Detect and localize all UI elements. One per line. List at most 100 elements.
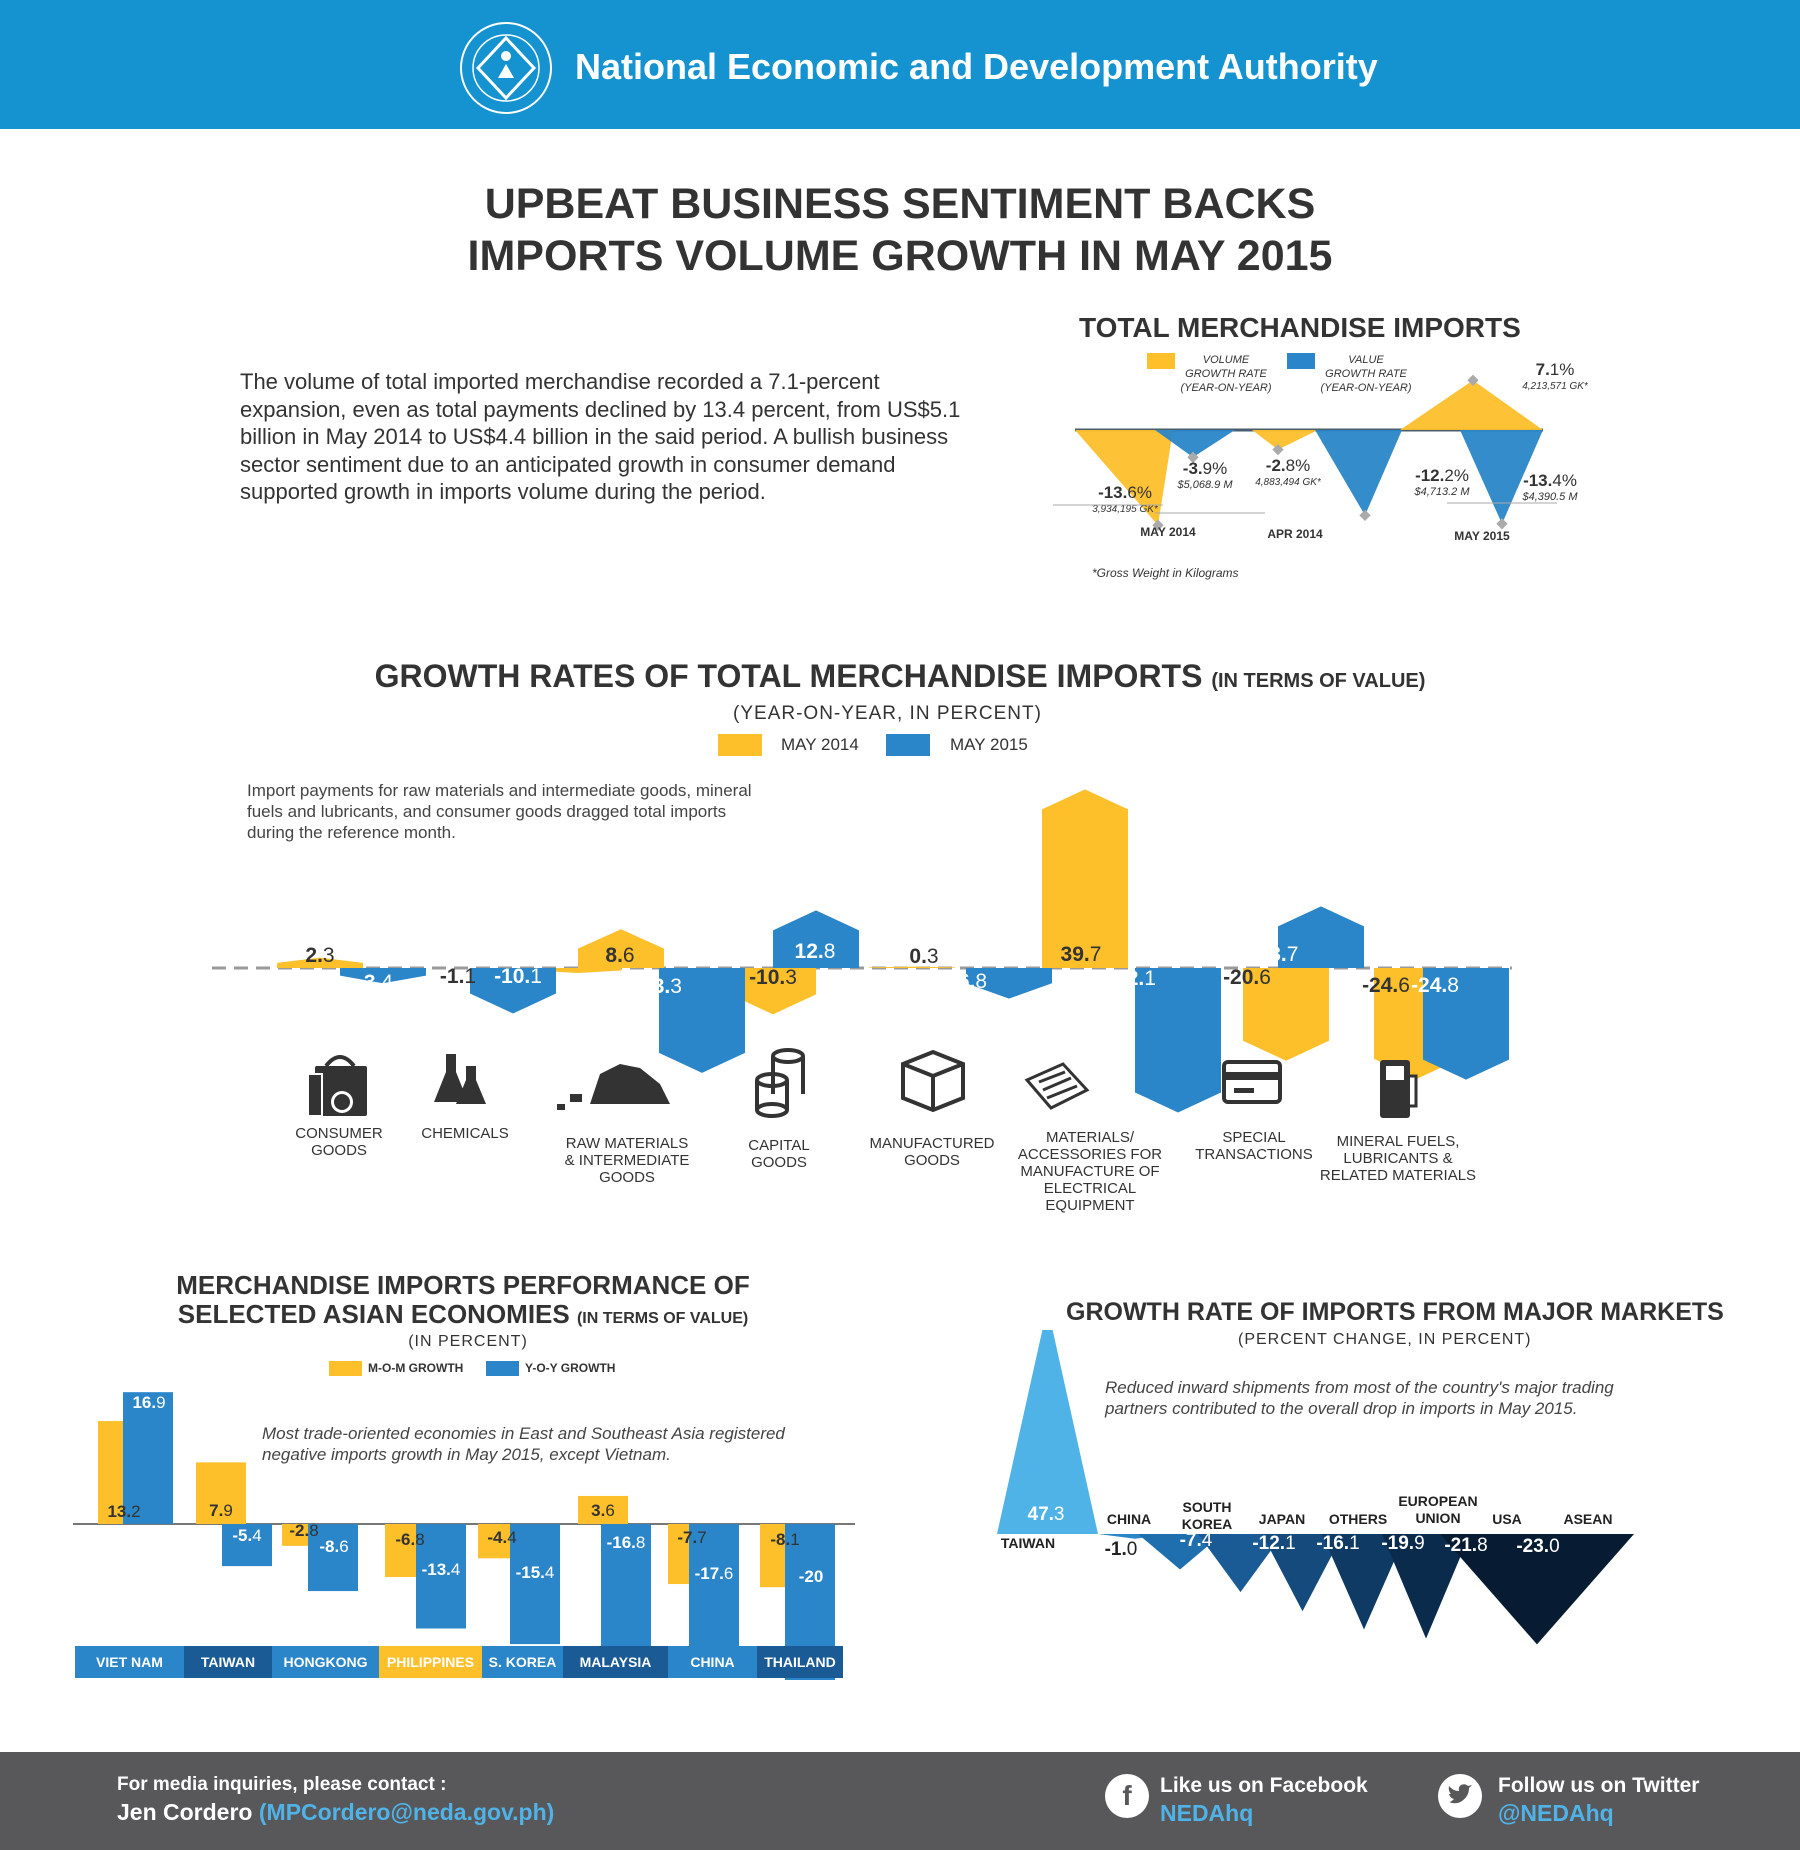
coal-pile-icon	[557, 1064, 670, 1110]
market-triangle-3	[1198, 1534, 1283, 1593]
market-name-1-0: CHINA	[1107, 1511, 1151, 1527]
category-label-5-2: MANUFACTURE OF	[1020, 1163, 1159, 1180]
growth-rates-note: Import payments for raw materials and in…	[247, 781, 752, 842]
value-pct-dec-2: 4%	[1552, 471, 1577, 490]
label-yoy-3-int: -13.	[422, 1560, 451, 1579]
label-may-2015-6-dec: 7	[1287, 943, 1299, 966]
growth-rates-title-suffix: (IN TERMS OF VALUE)	[1211, 670, 1426, 692]
contact-email-link[interactable]: (MPCordero@neda.gov.ph)	[258, 1799, 555, 1825]
label-may-2014-3-int: -10.	[749, 966, 785, 989]
market-value-label-4-dec: 1	[1349, 1533, 1360, 1554]
volume-pct-dec-2: 1%	[1550, 360, 1575, 379]
bar-may-2015-2	[659, 968, 745, 1073]
label-may-2015-0-dec: 4	[381, 971, 393, 994]
category-label-2-2: GOODS	[599, 1169, 655, 1186]
org-name: National Economic and Development Author…	[575, 46, 1378, 87]
facebook-handle-link[interactable]: NEDAhq	[1160, 1800, 1254, 1826]
label-may-2014-7: -24.6	[1362, 974, 1410, 997]
legend-volume-line-2: GROWTH RATE	[1185, 368, 1267, 380]
label-mom-0: 13.2	[107, 1502, 140, 1521]
label-yoy-6-int: -17.	[695, 1564, 724, 1583]
legend-volume-line-3: (YEAR-ON-YEAR)	[1180, 382, 1272, 394]
bar-mom-1	[196, 1462, 246, 1524]
label-may-2015-7: -24.8	[1411, 974, 1459, 997]
value-pct-dec-1: 2%	[1444, 466, 1469, 485]
bar-may-2014-4	[869, 966, 955, 968]
bar-yoy-2	[308, 1524, 358, 1592]
bar-yoy-1	[222, 1524, 272, 1567]
value-triangle-2	[1460, 430, 1543, 524]
neda-seal-icon	[460, 22, 552, 114]
bar-may-2015-1	[470, 968, 556, 1014]
period-label-1: APR 2014	[1267, 527, 1323, 541]
category-label-7-1: LUBRICANTS &	[1343, 1150, 1452, 1167]
twitter-icon[interactable]	[1438, 1774, 1482, 1818]
label-yoy-6: -17.6	[695, 1564, 734, 1583]
label-may-2014-6: -20.6	[1223, 966, 1271, 989]
volume-tip-marker-0	[1152, 519, 1164, 531]
category-label-5-1: ACCESSORIES FOR	[1018, 1146, 1162, 1163]
header-bar	[0, 0, 1800, 129]
bar-yoy-4	[510, 1524, 560, 1645]
label-may-2015-2: -23.3	[634, 975, 682, 998]
label-may-2015-5-dec: 1	[1144, 967, 1156, 990]
bar-may-2014-1	[535, 968, 621, 973]
market-triangle-7	[1440, 1534, 1634, 1645]
market-value-label-5: -19.9	[1381, 1533, 1424, 1554]
market-name-2-0: SOUTH	[1183, 1499, 1232, 1515]
label-yoy-0-dec: 9	[156, 1393, 165, 1412]
country-label-hongkong: HONGKONG	[272, 1646, 379, 1678]
value-pct-label-2: -13.4%	[1523, 471, 1577, 490]
bar-yoy-6	[689, 1524, 739, 1662]
label-may-2014-1-dec: 1	[464, 965, 476, 988]
label-may-2014-5-int: 39.	[1061, 943, 1090, 966]
market-value-label-2-int: -7.	[1180, 1530, 1202, 1551]
total-imports-title: TOTAL MERCHANDISE IMPORTS	[1079, 312, 1521, 343]
market-name-0-0: TAIWAN	[1001, 1535, 1055, 1551]
shopping-bag-icon	[307, 1055, 367, 1117]
country-label-china: CHINA	[668, 1646, 757, 1678]
volume-pct-dec-1: 8%	[1286, 456, 1311, 475]
legend-may-2015-label: MAY 2015	[950, 735, 1028, 754]
gross-weight-footnote: *Gross Weight in Kilograms	[1092, 566, 1239, 580]
label-mom-5-dec: 6	[605, 1501, 614, 1520]
country-label-thailand: THAILAND	[757, 1646, 843, 1678]
fuel-pump-icon	[1380, 1060, 1418, 1118]
value-sub-label-0: $5,068.9 M	[1176, 479, 1233, 491]
legend-volume-line-1: VOLUME	[1202, 354, 1250, 366]
label-yoy-3: -13.4	[422, 1560, 461, 1579]
value-sub-label-2: $4,390.5 M	[1521, 491, 1578, 503]
label-yoy-1-dec: 4	[252, 1526, 261, 1545]
market-value-label-6-int: -21.	[1444, 1535, 1477, 1556]
market-value-label-1-int: -1.	[1105, 1539, 1127, 1560]
label-may-2015-4: -6.8	[951, 970, 987, 993]
twitter-handle-link[interactable]: @NEDAhq	[1498, 1800, 1614, 1826]
label-may-2014-1: -1.1	[440, 965, 476, 988]
market-value-label-5-int: -19.	[1381, 1533, 1414, 1554]
label-may-2015-6: 13.7	[1258, 943, 1299, 966]
label-yoy-3-dec: 4	[451, 1560, 460, 1579]
label-may-2015-5-int: -32.	[1108, 967, 1144, 990]
main-title: UPBEAT BUSINESS SENTIMENT BACKS IMPORTS …	[0, 178, 1800, 282]
facebook-icon[interactable]: f	[1105, 1774, 1149, 1818]
label-yoy-2-dec: 6	[339, 1537, 348, 1556]
market-name-3-0: JAPAN	[1259, 1511, 1305, 1527]
bar-may-2014-5	[1042, 789, 1128, 968]
major-markets-note: Reduced inward shipments from most of th…	[1105, 1378, 1614, 1418]
label-may-2014-0-dec: 3	[323, 944, 335, 967]
period-label-0: MAY 2014	[1140, 525, 1196, 539]
label-may-2014-6-dec: 6	[1259, 966, 1271, 989]
label-may-2014-4: 0.3	[909, 945, 938, 968]
category-label-5-4: EQUIPMENT	[1045, 1197, 1134, 1214]
label-mom-1-int: 7.	[209, 1501, 223, 1520]
country-label-philippines: PHILIPPINES	[379, 1646, 482, 1678]
market-value-label-1: -1.0	[1105, 1539, 1138, 1560]
label-mom-5: 3.6	[591, 1501, 615, 1520]
market-value-label-7-int: -23.	[1516, 1536, 1549, 1557]
country-label-viet-nam: VIET NAM	[75, 1646, 184, 1678]
market-value-label-2: -7.4	[1180, 1530, 1213, 1551]
label-may-2015-3-int: 12.	[795, 940, 824, 963]
label-yoy-4-int: -15.	[516, 1563, 545, 1582]
label-mom-0-dec: 2	[131, 1502, 140, 1521]
legend-value-swatch	[1287, 353, 1315, 369]
